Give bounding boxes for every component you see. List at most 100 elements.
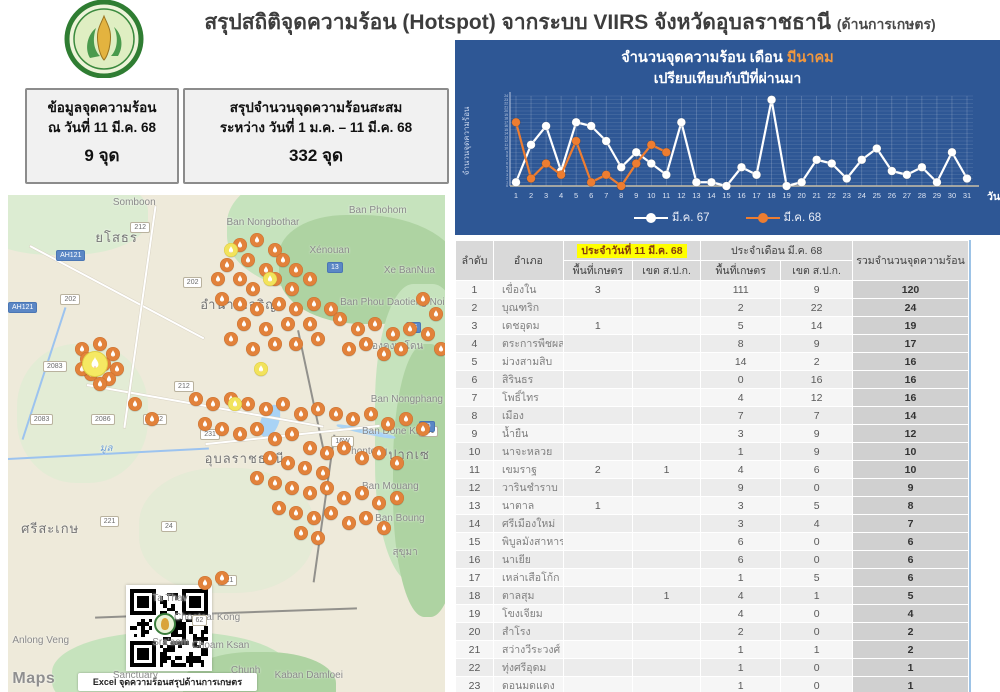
hotspot-fire-marker[interactable] — [93, 337, 107, 351]
hotspot-fire-marker[interactable] — [386, 327, 400, 341]
hotspot-fire-marker[interactable] — [377, 521, 391, 535]
hotspot-fire-marker[interactable] — [434, 342, 445, 356]
hotspot-fire-marker[interactable] — [224, 332, 238, 346]
hotspot-fire-marker[interactable] — [250, 422, 264, 436]
hotspot-fire-marker[interactable] — [272, 297, 286, 311]
hotspot-fire-marker[interactable] — [372, 496, 386, 510]
hotspot-fire-marker[interactable] — [215, 422, 229, 436]
hotspot-fire-marker[interactable] — [250, 471, 264, 485]
hotspot-fire-marker[interactable] — [250, 302, 264, 316]
hotspot-fire-marker[interactable] — [241, 397, 255, 411]
hotspot-fire-marker[interactable] — [263, 272, 277, 286]
hotspot-fire-marker[interactable] — [285, 481, 299, 495]
hotspot-fire-marker[interactable] — [145, 412, 159, 426]
hotspot-fire-marker[interactable] — [233, 272, 247, 286]
hotspot-map[interactable]: Excel จุดความร้อนสรุปด้านการเกษตร ยโสธรอ… — [8, 195, 445, 692]
hotspot-fire-marker[interactable] — [206, 397, 220, 411]
hotspot-fire-marker[interactable] — [268, 432, 282, 446]
hotspot-fire-marker[interactable] — [289, 506, 303, 520]
hotspot-fire-marker[interactable] — [228, 397, 242, 411]
hotspot-fire-marker[interactable] — [359, 511, 373, 525]
hotspot-fire-marker[interactable] — [364, 407, 378, 421]
hotspot-fire-marker[interactable] — [311, 332, 325, 346]
hotspot-fire-marker[interactable] — [355, 451, 369, 465]
hotspot-fire-marker[interactable] — [285, 427, 299, 441]
hotspot-fire-marker[interactable] — [303, 486, 317, 500]
hotspot-fire-marker[interactable] — [298, 461, 312, 475]
hotspot-fire-marker[interactable] — [289, 337, 303, 351]
hotspot-fire-marker[interactable] — [128, 397, 142, 411]
hotspot-fire-marker[interactable] — [368, 317, 382, 331]
hotspot-fire-marker[interactable] — [399, 412, 413, 426]
hotspot-fire-marker[interactable] — [259, 322, 273, 336]
hotspot-fire-marker[interactable] — [246, 282, 260, 296]
hotspot-fire-marker[interactable] — [189, 392, 203, 406]
hotspot-fire-marker[interactable] — [303, 441, 317, 455]
hotspot-fire-marker[interactable] — [198, 576, 212, 590]
hotspot-fire-marker[interactable] — [93, 377, 107, 391]
hotspot-fire-marker[interactable] — [303, 272, 317, 286]
hotspot-fire-marker[interactable] — [351, 322, 365, 336]
hotspot-fire-marker[interactable] — [394, 342, 408, 356]
hotspot-fire-marker[interactable] — [381, 417, 395, 431]
hotspot-fire-marker[interactable] — [110, 362, 124, 376]
hotspot-fire-marker[interactable] — [263, 451, 277, 465]
hotspot-fire-marker[interactable] — [377, 347, 391, 361]
hotspot-fire-marker[interactable] — [320, 481, 334, 495]
hotspot-fire-marker[interactable] — [259, 263, 273, 277]
hotspot-fire-marker[interactable] — [276, 253, 290, 267]
hotspot-fire-marker[interactable] — [333, 312, 347, 326]
hotspot-fire-marker[interactable] — [337, 491, 351, 505]
hotspot-fire-marker[interactable] — [311, 531, 325, 545]
hotspot-fire-marker[interactable] — [416, 422, 430, 436]
hotspot-fire-marker[interactable] — [289, 302, 303, 316]
hotspot-fire-marker[interactable] — [324, 302, 338, 316]
hotspot-fire-marker[interactable] — [268, 337, 282, 351]
hotspot-fire-marker[interactable] — [268, 476, 282, 490]
hotspot-fire-marker[interactable] — [281, 456, 295, 470]
hotspot-fire-marker[interactable] — [329, 407, 343, 421]
hotspot-fire-marker[interactable] — [421, 327, 435, 341]
hotspot-fire-marker[interactable] — [281, 317, 295, 331]
hotspot-fire-marker[interactable] — [355, 486, 369, 500]
hotspot-fire-marker[interactable] — [289, 263, 303, 277]
hotspot-fire-marker[interactable] — [342, 516, 356, 530]
hotspot-fire-marker[interactable] — [307, 297, 321, 311]
hotspot-fire-marker[interactable] — [259, 402, 273, 416]
hotspot-fire-marker[interactable] — [429, 307, 443, 321]
hotspot-fire-marker[interactable] — [316, 466, 330, 480]
hotspot-fire-marker[interactable] — [211, 272, 225, 286]
hotspot-fire-marker[interactable] — [285, 282, 299, 296]
hotspot-fire-marker[interactable] — [324, 506, 338, 520]
hotspot-fire-marker[interactable] — [250, 233, 264, 247]
hotspot-fire-marker[interactable] — [307, 511, 321, 525]
hotspot-fire-marker[interactable] — [276, 397, 290, 411]
hotspot-fire-marker[interactable] — [294, 526, 308, 540]
hotspot-fire-marker[interactable] — [268, 243, 282, 257]
hotspot-fire-marker[interactable] — [416, 292, 430, 306]
hotspot-fire-marker[interactable] — [220, 258, 233, 272]
hotspot-fire-marker[interactable] — [241, 253, 255, 267]
hotspot-fire-marker[interactable] — [337, 441, 351, 455]
hotspot-fire-marker[interactable] — [215, 571, 229, 585]
hotspot-fire-marker[interactable] — [390, 456, 404, 470]
hotspot-fire-marker[interactable] — [346, 412, 360, 426]
hotspot-fire-marker[interactable] — [237, 317, 251, 331]
hotspot-fire-marker[interactable] — [372, 446, 386, 460]
hotspot-fire-marker[interactable] — [215, 292, 229, 306]
hotspot-fire-marker[interactable] — [224, 243, 238, 257]
hotspot-fire-marker[interactable] — [311, 402, 325, 416]
hotspot-fire-marker[interactable] — [272, 501, 286, 515]
hotspot-fire-marker[interactable] — [198, 417, 212, 431]
hotspot-fire-marker[interactable] — [254, 362, 268, 376]
hotspot-fire-marker[interactable] — [390, 491, 404, 505]
hotspot-fire-marker[interactable] — [320, 446, 334, 460]
hotspot-fire-marker[interactable] — [359, 337, 373, 351]
hotspot-fire-marker[interactable] — [233, 427, 247, 441]
hotspot-fire-marker[interactable] — [246, 342, 260, 356]
hotspot-fire-marker[interactable] — [303, 317, 317, 331]
hotspot-fire-marker[interactable] — [294, 407, 308, 421]
hotspot-fire-marker[interactable] — [403, 322, 417, 336]
hotspot-fire-marker[interactable] — [83, 351, 108, 376]
hotspot-fire-marker[interactable] — [75, 342, 89, 356]
